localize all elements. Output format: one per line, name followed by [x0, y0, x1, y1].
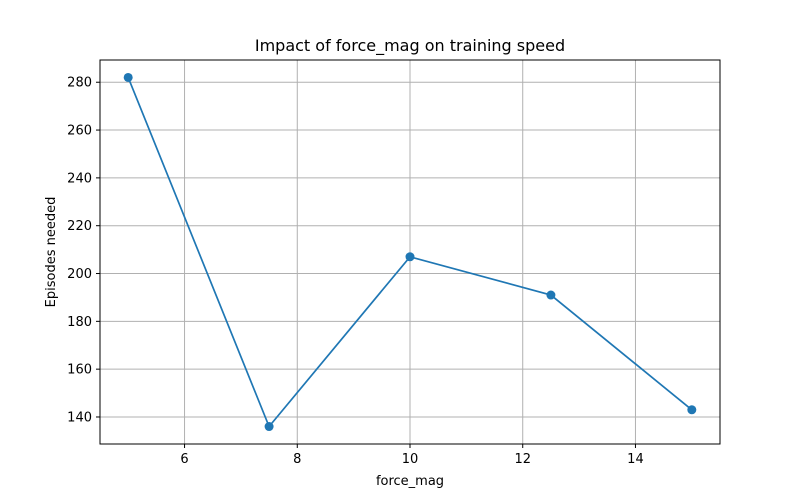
y-tick-label: 160 [67, 363, 92, 378]
x-tick-label: 10 [402, 452, 419, 467]
x-axis-label: force_mag [376, 474, 444, 489]
y-tick-label: 240 [67, 171, 92, 186]
x-tick-label: 8 [293, 452, 301, 467]
y-tick-label: 180 [67, 315, 92, 330]
data-point [687, 405, 697, 415]
series [123, 72, 697, 432]
y-tick-label: 260 [67, 124, 92, 139]
y-tick-label: 280 [67, 76, 92, 91]
y-tick-label: 140 [67, 410, 92, 425]
y-tick-label: 220 [67, 219, 92, 234]
grid [100, 60, 720, 444]
x-tick-label: 12 [514, 452, 531, 467]
data-point [405, 252, 415, 262]
data-point [546, 290, 556, 300]
y-tick-label: 200 [67, 267, 92, 282]
chart-title: Impact of force_mag on training speed [255, 36, 565, 56]
data-point [123, 72, 133, 82]
x-tick-label: 6 [180, 452, 188, 467]
axis-ticks: 6 8 10 12 14 140 160 180 200 220 240 260 280 [67, 76, 644, 467]
data-point [264, 422, 274, 432]
y-axis-label: Episodes needed [44, 197, 59, 308]
x-tick-label: 14 [627, 452, 644, 467]
